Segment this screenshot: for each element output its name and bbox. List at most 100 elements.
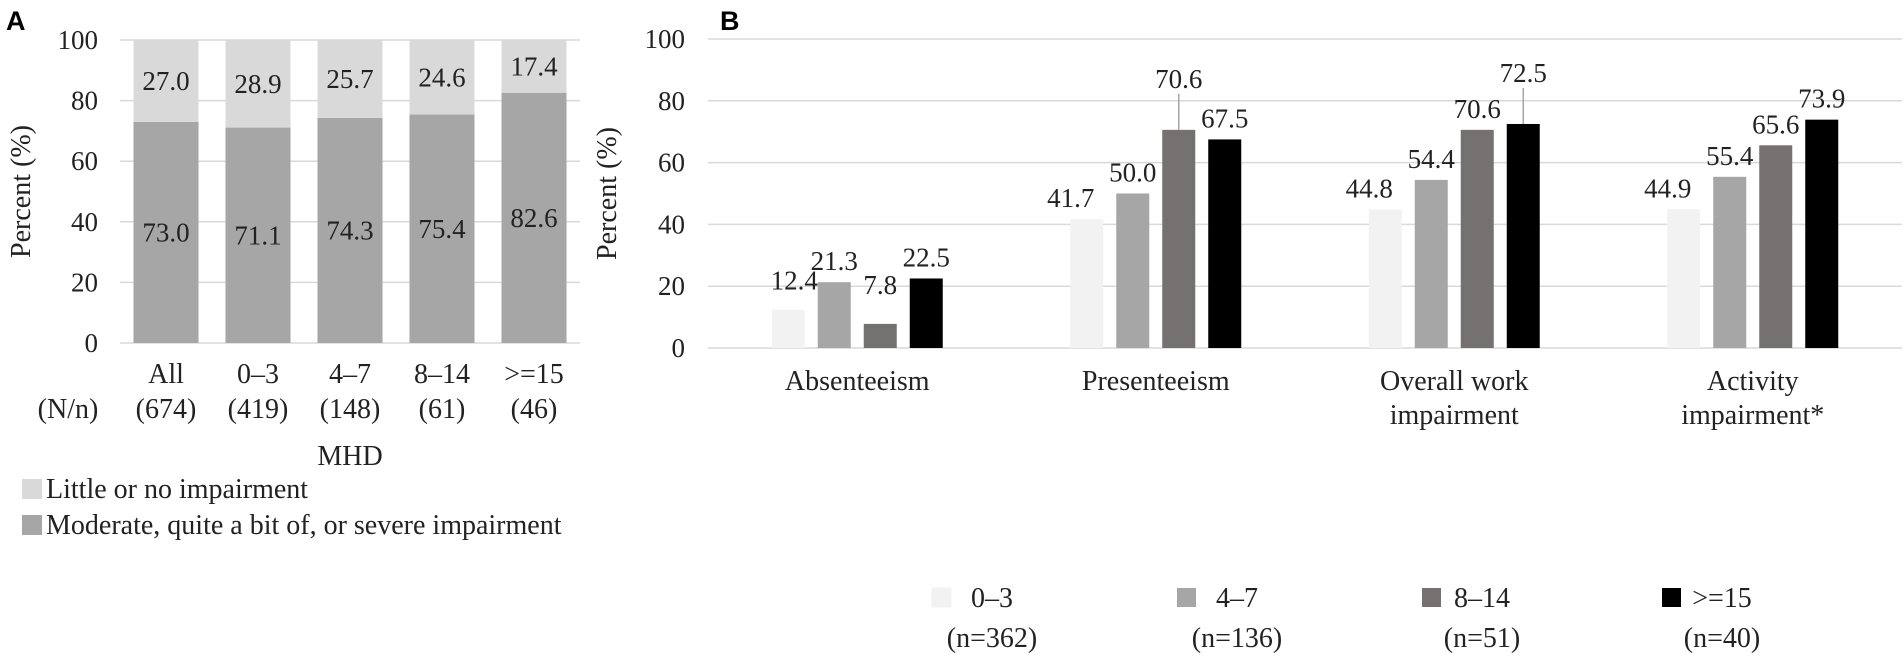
data-label: 44.9 (1644, 173, 1691, 203)
bar-3 (1759, 145, 1793, 348)
x-category-label: Activity (1707, 366, 1799, 397)
bar-moderate-severe (225, 127, 291, 343)
data-label: 28.9 (234, 69, 281, 99)
panel-label-b: B (720, 6, 740, 36)
y-tick-label: 100 (58, 25, 99, 55)
data-label: 67.5 (1201, 103, 1248, 133)
panel-b-chart: 0 20 40 60 80 100 Percent (%) 12.421.37.822.5 Ab… (592, 24, 1902, 654)
x-category-label: 8–14 (414, 359, 470, 390)
x-category-label: Overall work (1380, 366, 1529, 397)
x-sample-size: (419) (228, 394, 289, 425)
legend-sample-size: (n=51) (1444, 623, 1520, 654)
data-label: 24.6 (418, 62, 465, 92)
legend-swatch (1177, 588, 1196, 607)
data-label: 55.4 (1706, 141, 1754, 171)
x-category-label: 0–3 (237, 359, 279, 390)
sample-size-caption: (N/n) (38, 394, 99, 425)
legend-swatch (1422, 588, 1441, 607)
y-axis-title: Percent (%) (592, 127, 623, 260)
data-label: 74.3 (326, 215, 373, 245)
bar-1 (1667, 209, 1701, 348)
bar-little-none (501, 40, 567, 93)
legend-swatch (22, 479, 42, 499)
x-axis-title: MHD (317, 441, 382, 472)
data-label: 72.5 (1500, 58, 1547, 88)
legend-label: 8–14 (1454, 583, 1510, 614)
bar-4 (1805, 119, 1839, 348)
x-category-label: Absenteeism (785, 366, 930, 397)
bar-2 (1414, 179, 1448, 348)
panel-a-chart: 0 20 40 60 80 100 73.0 27.0 All (674) 71.1 28.9 0–3 (… (6, 25, 580, 541)
bar-moderate-severe (133, 121, 199, 343)
y-tick-label: 20 (658, 271, 685, 301)
data-label: 44.8 (1346, 174, 1393, 204)
bar-1 (1368, 209, 1402, 348)
bar-little-none (225, 40, 291, 128)
legend-label: 0–3 (971, 583, 1013, 614)
data-label: 21.3 (811, 246, 858, 276)
x-category-label: impairment* (1681, 400, 1824, 431)
bar-moderate-severe (317, 117, 383, 343)
legend-label: Little or no impairment (46, 474, 308, 505)
bar-1 (1070, 219, 1104, 348)
x-category-label: 4–7 (329, 359, 371, 390)
bar-little-none (133, 40, 199, 122)
y-tick-label: 80 (658, 86, 685, 116)
bar-3 (1162, 129, 1196, 348)
bar-moderate-severe (501, 92, 567, 343)
x-sample-size: (674) (136, 394, 197, 425)
x-sample-size: (148) (320, 394, 381, 425)
x-category-label: Presenteeism (1082, 366, 1230, 397)
y-tick-label: 100 (645, 24, 686, 54)
y-tick-label: 80 (71, 86, 98, 116)
panel-label-a: A (6, 6, 26, 36)
data-label: 71.1 (234, 220, 281, 250)
data-label: 27.0 (142, 66, 189, 96)
x-category-label: impairment (1390, 400, 1519, 431)
y-tick-label: 60 (71, 146, 98, 176)
data-label: 25.7 (326, 64, 373, 94)
data-label: 17.4 (510, 51, 558, 81)
data-label: 12.4 (771, 266, 819, 296)
data-label: 70.6 (1454, 94, 1501, 124)
data-label: 82.6 (510, 203, 557, 233)
legend-label: 4–7 (1216, 583, 1258, 614)
legend-sample-size: (n=362) (947, 623, 1037, 654)
bar-1 (771, 309, 805, 348)
legend-swatch (931, 587, 952, 608)
y-tick-label: 0 (672, 333, 686, 363)
y-tick-label: 40 (658, 209, 685, 239)
bar-little-none (317, 40, 383, 118)
data-label: 73.0 (142, 217, 189, 247)
legend-swatch (1662, 588, 1681, 607)
bar-2 (817, 282, 851, 348)
y-axis-title: Percent (%) (6, 125, 37, 258)
legend-sample-size: (n=136) (1192, 623, 1282, 654)
bar-3 (863, 323, 897, 348)
bar-moderate-severe (409, 114, 475, 344)
data-label: 41.7 (1047, 183, 1094, 213)
bar-4 (1208, 139, 1242, 348)
data-label: 54.4 (1408, 144, 1456, 174)
y-tick-label: 60 (658, 148, 685, 178)
data-label: 75.4 (418, 214, 466, 244)
bar-4 (909, 278, 943, 348)
data-label: 73.9 (1798, 84, 1845, 114)
data-label: 70.6 (1155, 64, 1202, 94)
legend-label: >=15 (1692, 583, 1752, 614)
data-label: 65.6 (1752, 109, 1799, 139)
data-label: 22.5 (903, 242, 950, 272)
x-sample-size: (61) (419, 394, 466, 425)
legend-sample-size: (n=40) (1684, 623, 1760, 654)
bar-little-none (409, 40, 475, 115)
bar-4 (1506, 123, 1540, 348)
bar-2 (1713, 176, 1747, 348)
data-label: 7.8 (863, 270, 897, 300)
x-sample-size: (46) (511, 394, 558, 425)
data-label: 50.0 (1109, 158, 1156, 188)
x-category-label: >=15 (504, 359, 564, 390)
bar-2 (1116, 193, 1150, 348)
legend-label: Moderate, quite a bit of, or severe impa… (46, 510, 562, 541)
y-tick-label: 0 (85, 328, 99, 358)
